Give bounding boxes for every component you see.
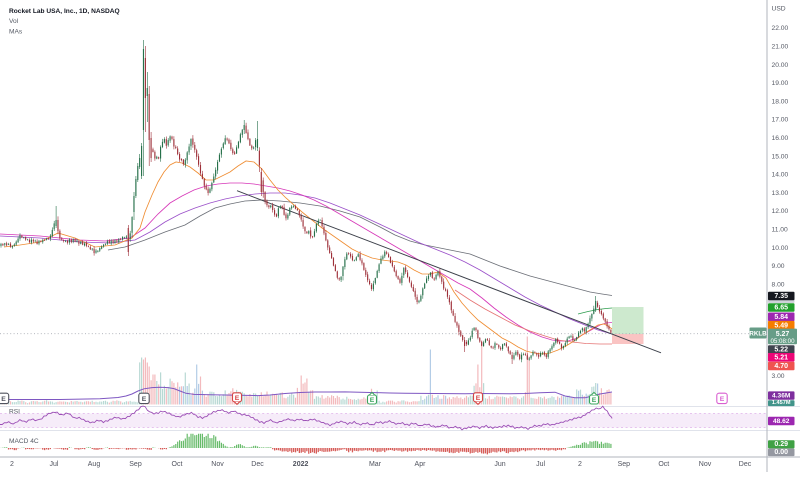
- svg-text:5.49: 5.49: [774, 322, 788, 329]
- svg-text:E: E: [142, 396, 147, 403]
- svg-text:Oct: Oct: [658, 461, 669, 468]
- svg-text:22.00: 22.00: [772, 25, 789, 32]
- svg-text:MAs: MAs: [9, 29, 23, 36]
- svg-text:Dec: Dec: [739, 461, 752, 468]
- svg-text:5.27: 5.27: [776, 331, 790, 338]
- svg-text:E: E: [592, 397, 597, 404]
- svg-text:6.65: 6.65: [774, 305, 788, 312]
- svg-text:16.00: 16.00: [772, 135, 789, 142]
- svg-text:Vol: Vol: [9, 18, 19, 25]
- svg-text:Oct: Oct: [172, 461, 183, 468]
- svg-text:13.00: 13.00: [772, 190, 789, 197]
- svg-text:E: E: [476, 395, 481, 402]
- svg-text:8.00: 8.00: [772, 281, 785, 288]
- svg-text:MACD 4C: MACD 4C: [9, 438, 39, 445]
- svg-text:5.22: 5.22: [774, 347, 788, 354]
- svg-text:21.00: 21.00: [772, 44, 789, 51]
- svg-text:17.00: 17.00: [772, 117, 789, 124]
- svg-text:7.35: 7.35: [774, 293, 788, 300]
- svg-text:15.00: 15.00: [772, 153, 789, 160]
- svg-text:14.00: 14.00: [772, 172, 789, 179]
- svg-text:Aug: Aug: [88, 461, 101, 468]
- svg-text:0.00: 0.00: [774, 449, 788, 456]
- svg-text:4.70: 4.70: [774, 363, 788, 370]
- svg-text:RKLB: RKLB: [749, 331, 767, 338]
- svg-text:Jun: Jun: [494, 461, 505, 468]
- svg-text:2: 2: [10, 461, 14, 468]
- svg-text:RSI: RSI: [9, 409, 20, 416]
- svg-text:E: E: [1, 396, 6, 403]
- svg-text:10.00: 10.00: [772, 245, 789, 252]
- svg-text:20.00: 20.00: [772, 62, 789, 69]
- svg-text:11.00: 11.00: [772, 227, 789, 234]
- svg-text:2: 2: [578, 461, 582, 468]
- svg-text:19.00: 19.00: [772, 80, 789, 87]
- svg-text:Jul: Jul: [50, 461, 59, 468]
- svg-text:Nov: Nov: [211, 461, 224, 468]
- svg-text:9.00: 9.00: [772, 263, 785, 270]
- svg-text:18.00: 18.00: [772, 98, 789, 105]
- svg-text:E: E: [720, 396, 725, 403]
- svg-text:Rocket Lab USA, Inc., 1D, NASD: Rocket Lab USA, Inc., 1D, NASDAQ: [9, 8, 120, 15]
- svg-text:5.84: 5.84: [774, 314, 788, 321]
- svg-text:Dec: Dec: [251, 461, 264, 468]
- svg-text:0.29: 0.29: [774, 441, 788, 448]
- svg-text:05:08:00: 05:08:00: [770, 338, 795, 345]
- svg-text:3.00: 3.00: [772, 373, 785, 380]
- svg-text:Apr: Apr: [415, 461, 427, 468]
- svg-text:E: E: [370, 397, 375, 404]
- svg-text:Nov: Nov: [699, 461, 712, 468]
- svg-text:Sep: Sep: [618, 461, 631, 468]
- svg-text:USD: USD: [772, 6, 786, 13]
- svg-text:1.457M: 1.457M: [772, 400, 791, 406]
- svg-text:2022: 2022: [293, 461, 309, 468]
- svg-text:E: E: [235, 395, 240, 402]
- svg-text:4.36M: 4.36M: [772, 393, 791, 400]
- svg-text:Mar: Mar: [369, 461, 382, 468]
- svg-text:5.21: 5.21: [774, 354, 788, 361]
- svg-text:48.62: 48.62: [773, 418, 790, 425]
- svg-text:Jul: Jul: [536, 461, 545, 468]
- svg-text:12.00: 12.00: [772, 208, 789, 215]
- svg-text:Sep: Sep: [129, 461, 142, 468]
